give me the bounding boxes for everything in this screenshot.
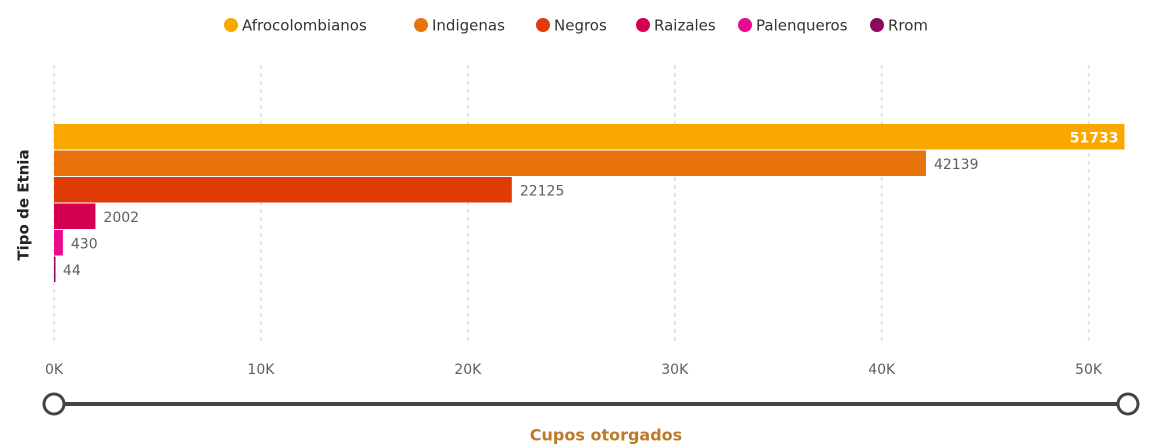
data-label: 2002 [103,210,139,226]
x-tick-label: 20K [454,362,482,378]
data-label: 22125 [520,183,565,199]
slider-handle[interactable] [42,392,66,416]
bar [54,124,1125,150]
legend-label: Rrom [888,17,928,35]
legend-swatch [738,18,752,32]
legend-swatch [536,18,550,32]
data-label: 51733 [1070,130,1119,146]
bar [54,230,63,256]
x-tick-label: 50K [1075,362,1103,378]
bar [54,150,926,176]
y-axis-title: Tipo de Etnia [15,149,33,260]
legend-label: Indigenas [432,17,505,35]
legend-swatch [636,18,650,32]
x-tick-label: 30K [661,362,689,378]
legend-swatch [224,18,238,32]
bar [54,203,96,229]
legend-label: Raizales [654,17,716,35]
legend-swatch [414,18,428,32]
bar [54,256,56,282]
data-label: 42139 [934,157,979,173]
x-axis-title: Cupos otorgados [530,426,682,445]
range-slider[interactable] [42,392,1140,416]
legend-label: Negros [554,17,607,35]
data-label: 44 [63,263,81,279]
x-tick-label: 40K [868,362,896,378]
x-tick-label: 0K [45,362,64,378]
slider-handle[interactable] [1116,392,1140,416]
legend-swatch [870,18,884,32]
data-label: 430 [71,236,98,252]
legend-label: Afrocolombianos [242,17,367,35]
bar [54,177,512,203]
x-tick-label: 10K [247,362,275,378]
legend-label: Palenqueros [756,17,848,35]
